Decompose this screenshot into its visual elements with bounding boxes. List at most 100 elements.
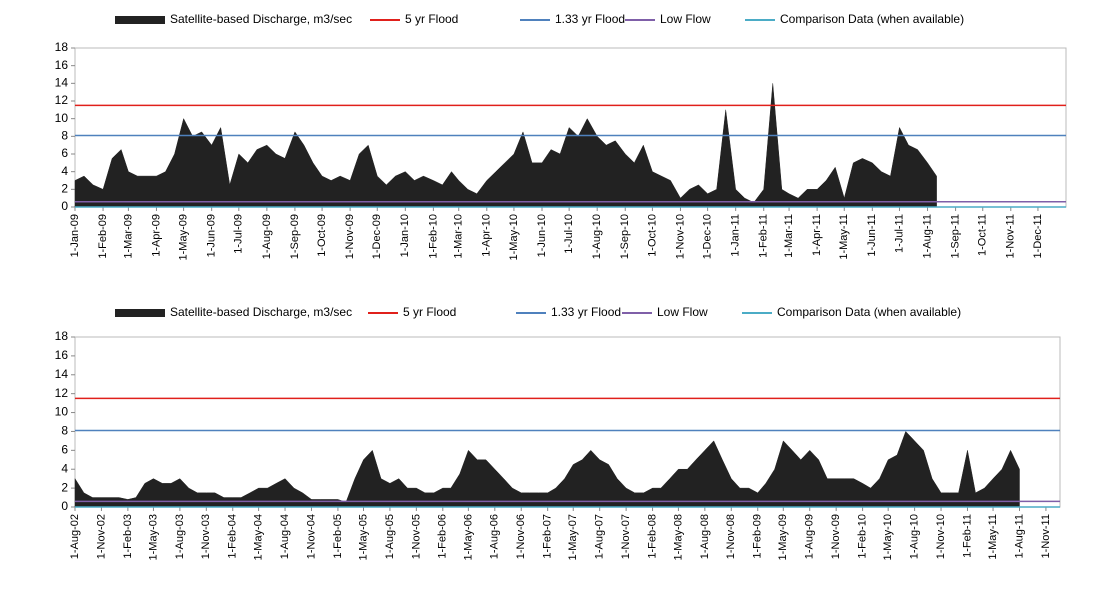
x-tick-label: 1-Aug-09 [804, 514, 816, 559]
x-tick-label: 1-Nov-11 [1005, 214, 1017, 258]
x-tick-label: 1-Dec-10 [702, 214, 714, 259]
x-tick-label: 1-May-05 [357, 514, 369, 560]
x-tick-label: 1-May-07 [567, 514, 579, 560]
y-tick-label: 6 [61, 443, 68, 457]
x-tick-label: 1-Sep-11 [949, 214, 961, 258]
y-tick-label: 16 [55, 58, 69, 72]
legend-label: 1.33 yr Flood [555, 12, 625, 26]
x-tick-label: 1-May-03 [147, 514, 159, 560]
y-tick-label: 12 [55, 93, 69, 107]
y-tick-label: 0 [61, 199, 68, 213]
x-tick-label: 1-May-10 [882, 514, 894, 560]
x-tick-label: 1-Aug-08 [699, 514, 711, 559]
x-tick-label: 1-Jan-10 [399, 214, 411, 257]
legend-label: Satellite-based Discharge, m3/sec [170, 305, 352, 319]
y-tick-label: 6 [61, 146, 68, 160]
x-tick-label: 1-May-11 [838, 214, 850, 260]
x-tick-label: 1-Feb-04 [227, 514, 239, 559]
x-tick-label: 1-Aug-10 [909, 514, 921, 559]
x-tick-label: 1-Feb-05 [332, 514, 344, 559]
legend-label: 5 yr Flood [403, 305, 456, 319]
y-tick-label: 2 [61, 480, 68, 494]
x-tick-label: 1-Feb-11 [961, 514, 973, 558]
x-tick-label: 1-Nov-10 [674, 214, 686, 259]
x-tick-label: 1-Aug-03 [174, 514, 186, 559]
x-tick-label: 1-Nov-03 [200, 514, 212, 559]
legend-label: Satellite-based Discharge, m3/sec [170, 12, 352, 26]
y-tick-label: 10 [55, 111, 69, 125]
y-tick-label: 14 [55, 367, 69, 381]
discharge-area [74, 83, 937, 208]
x-tick-label: 1-May-08 [672, 514, 684, 560]
y-tick-label: 10 [55, 405, 69, 419]
x-tick-label: 1-Mar-10 [453, 214, 465, 259]
x-tick-label: 1-Feb-10 [427, 214, 439, 259]
x-tick-label: 1-Nov-11 [1040, 514, 1052, 558]
x-tick-label: 1-Apr-11 [811, 214, 823, 256]
x-tick-label: 1-Jul-10 [563, 214, 575, 254]
x-tick-label: 1-Oct-09 [316, 214, 328, 257]
x-tick-label: 1-Apr-10 [481, 214, 493, 257]
legend-label: 1.33 yr Flood [551, 305, 621, 319]
x-tick-label: 1-May-06 [462, 514, 474, 560]
x-tick-label: 1-May-09 [777, 514, 789, 560]
x-tick-label: 1-Feb-03 [122, 514, 134, 559]
y-tick-label: 18 [55, 40, 69, 54]
x-tick-label: 1-Jan-11 [730, 214, 742, 257]
x-tick-label: 1-Aug-04 [279, 514, 291, 559]
x-tick-label: 1-Oct-11 [977, 214, 989, 256]
x-tick-label: 1-Aug-07 [594, 514, 606, 559]
x-tick-label: 1-Aug-02 [69, 514, 81, 559]
x-tick-label: 1-May-04 [253, 514, 265, 560]
x-tick-label: 1-Dec-11 [1032, 214, 1044, 258]
x-tick-label: 1-Nov-05 [410, 514, 422, 559]
y-tick-label: 8 [61, 129, 68, 143]
legend-label: Low Flow [657, 305, 708, 319]
x-tick-label: 1-Sep-09 [289, 214, 301, 259]
x-tick-label: 1-Jul-11 [893, 214, 905, 253]
x-tick-label: 1-Jan-09 [69, 214, 81, 257]
x-tick-label: 1-Nov-08 [725, 514, 737, 559]
legend-label: Low Flow [660, 12, 711, 26]
legend-label: 5 yr Flood [405, 12, 458, 26]
y-tick-label: 0 [61, 499, 68, 513]
x-tick-label: 1-Feb-07 [542, 514, 554, 559]
x-tick-label: 1-Nov-06 [515, 514, 527, 559]
x-tick-label: 1-Jun-09 [206, 214, 218, 257]
x-tick-label: 1-Aug-09 [261, 214, 273, 259]
x-tick-label: 1-Sep-10 [619, 214, 631, 259]
x-tick-label: 1-Feb-08 [646, 514, 658, 559]
legend-label: Comparison Data (when available) [780, 12, 964, 26]
x-tick-label: 1-Apr-09 [150, 214, 162, 257]
x-tick-label: 1-Nov-02 [95, 514, 107, 559]
y-tick-label: 12 [55, 386, 69, 400]
legend-swatch [115, 16, 165, 24]
x-tick-label: 1-Aug-06 [489, 514, 501, 559]
y-tick-label: 18 [55, 329, 69, 343]
x-tick-label: 1-Aug-05 [384, 514, 396, 559]
x-tick-label: 1-May-11 [987, 514, 999, 560]
x-tick-label: 1-Nov-07 [620, 514, 632, 559]
x-tick-label: 1-May-10 [508, 214, 520, 260]
x-tick-label: 1-Feb-10 [857, 514, 869, 559]
x-tick-label: 1-Oct-10 [646, 214, 658, 257]
y-tick-label: 14 [55, 76, 69, 90]
x-tick-label: 1-Aug-11 [1013, 514, 1025, 558]
legend-swatch [115, 309, 165, 317]
y-tick-label: 4 [61, 164, 68, 178]
x-tick-label: 1-Feb-11 [758, 214, 770, 258]
x-tick-label: 1-Feb-09 [97, 214, 109, 259]
x-tick-label: 1-Jul-09 [233, 214, 245, 254]
x-tick-label: 1-May-09 [178, 214, 190, 260]
y-tick-label: 4 [61, 461, 68, 475]
x-tick-label: 1-Nov-04 [305, 514, 317, 559]
y-tick-label: 2 [61, 182, 68, 196]
x-tick-label: 1-Feb-06 [437, 514, 449, 559]
x-tick-label: 1-Nov-10 [935, 514, 947, 559]
x-tick-label: 1-Jun-11 [866, 214, 878, 257]
x-tick-label: 1-Dec-09 [371, 214, 383, 259]
x-tick-label: 1-Mar-11 [783, 214, 795, 258]
y-tick-label: 8 [61, 424, 68, 438]
x-tick-label: 1-Feb-09 [752, 514, 764, 559]
